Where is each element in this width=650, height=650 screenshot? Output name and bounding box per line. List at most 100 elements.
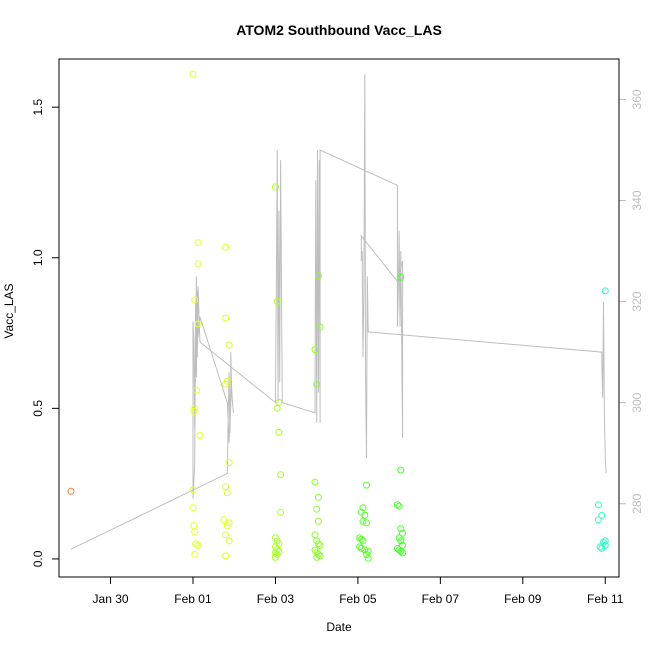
data-point: [194, 260, 202, 268]
data-point: [397, 466, 405, 474]
data-point: [311, 531, 319, 539]
data-point: [357, 544, 365, 552]
plot-box: [58, 58, 620, 578]
data-point: [222, 531, 230, 539]
chart-title: ATOM2 Southbound Vacc_LAS: [236, 22, 442, 38]
data-point: [399, 529, 407, 537]
x-tick-label: Feb 07: [422, 592, 460, 606]
data-point: [356, 543, 364, 551]
data-point: [359, 537, 367, 545]
data-point: [225, 537, 233, 545]
data-point: [191, 528, 199, 536]
data-point: [222, 380, 230, 388]
data-point: [359, 517, 367, 525]
data-point: [399, 549, 407, 557]
data-point: [271, 549, 279, 557]
data-point: [397, 537, 405, 545]
axes: Jan 30 Feb 01 Feb 03 Feb 05 Feb 07 Feb 09 Feb …: [31, 89, 644, 606]
data-point: [363, 519, 370, 527]
y2-tick-label: 280: [630, 493, 644, 513]
data-point: [189, 70, 197, 78]
y-axis-label: Vacc_LAS: [2, 283, 16, 338]
data-point: [363, 481, 370, 489]
data-point: [192, 386, 200, 394]
data-point: [314, 272, 322, 280]
data-point: [313, 380, 321, 388]
data-point: [359, 504, 367, 512]
data-point: [191, 296, 199, 304]
x-tick-label: Feb 01: [174, 592, 212, 606]
y-tick-label: 1.5: [31, 99, 45, 116]
data-point: [271, 553, 279, 561]
data-point: [223, 522, 231, 530]
data-point: [275, 428, 283, 436]
data-point: [316, 552, 324, 560]
data-point: [223, 489, 231, 497]
x-axis-label: Date: [326, 620, 352, 634]
x-tick-label: Jan 30: [93, 592, 129, 606]
data-point: [277, 508, 285, 516]
y2-tick-label: 340: [630, 190, 644, 210]
data-point: [271, 183, 279, 191]
data-point: [222, 483, 230, 491]
y-tick-label: 1.0: [31, 249, 45, 266]
data-point: [594, 516, 602, 524]
data-point: [357, 535, 365, 543]
x-tick-label: Feb 09: [504, 592, 542, 606]
data-point: [191, 550, 199, 558]
data-point: [311, 478, 319, 486]
data-point: [191, 404, 199, 412]
data-point: [393, 501, 401, 509]
data-point: [316, 323, 324, 331]
data-point: [313, 553, 321, 561]
data-point: [194, 541, 202, 549]
data-point: [273, 297, 281, 305]
y2-tick-label: 360: [630, 89, 644, 109]
data-point: [314, 493, 322, 501]
data-point: [222, 243, 230, 251]
data-point: [190, 407, 198, 415]
data-point: [277, 471, 285, 479]
data-point: [397, 525, 405, 533]
data-point: [222, 314, 230, 322]
data-point: [311, 346, 319, 354]
data-point: [194, 239, 202, 247]
data-point: [395, 502, 403, 510]
line-series-path: [70, 74, 607, 550]
data-point: [594, 501, 602, 509]
data-point: [222, 552, 230, 560]
data-point: [601, 287, 609, 295]
scatter-points: [67, 70, 609, 562]
data-point: [598, 544, 606, 552]
data-point: [397, 273, 405, 281]
data-point: [596, 543, 604, 551]
y-tick-label: 0.0: [31, 550, 45, 567]
data-point: [314, 540, 322, 548]
data-point: [196, 432, 204, 439]
data-point: [601, 537, 609, 545]
data-point: [275, 398, 283, 406]
data-point: [190, 522, 198, 530]
data-point: [189, 486, 197, 494]
y2-tick-label: 320: [630, 291, 644, 311]
x-tick-label: Feb 11: [587, 592, 624, 606]
data-point: [67, 487, 75, 495]
data-point: [194, 320, 202, 328]
data-point: [361, 546, 369, 554]
data-point: [189, 504, 197, 512]
data-point: [363, 550, 370, 558]
data-point: [364, 554, 372, 562]
line-series: [70, 74, 607, 550]
data-point: [397, 547, 405, 555]
data-point: [225, 459, 233, 467]
data-point: [316, 541, 324, 549]
data-point: [314, 517, 322, 525]
data-point: [273, 404, 281, 412]
data-point: [313, 505, 321, 513]
y-tick-label: 0.5: [31, 400, 45, 417]
data-point: [220, 516, 228, 524]
x-tick-label: Feb 05: [339, 592, 377, 606]
x-tick-label: Feb 03: [257, 592, 295, 606]
y2-tick-label: 300: [630, 392, 644, 412]
